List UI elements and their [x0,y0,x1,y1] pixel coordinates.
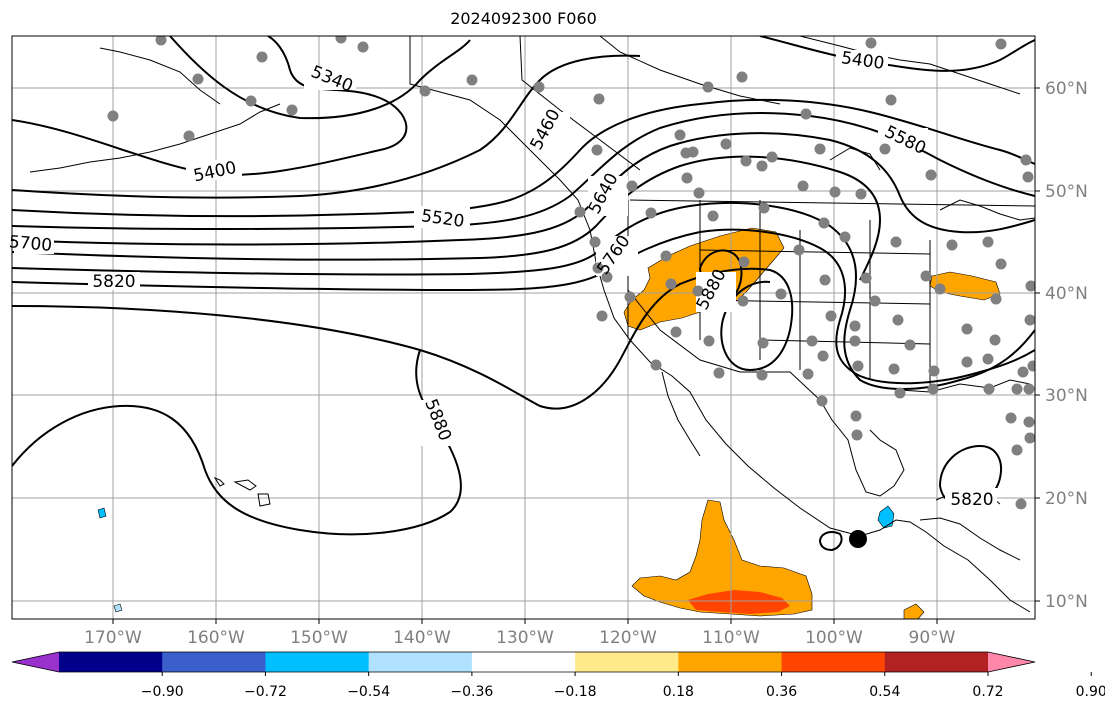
lon-label: 90°W [909,628,956,648]
colorbar-segment [162,652,266,672]
contour-small-loop [818,531,843,552]
colorbar-tick-label: 0.18 [663,684,694,700]
colorbar-segment [59,652,163,672]
axis-ticks [112,87,1040,624]
contour-label-patches [14,50,997,508]
colorbar-outline [11,651,1036,673]
latitude-labels: 60°N 50°N 40°N 30°N 20°N 10°N [1045,79,1088,612]
contour-5640 [12,132,1035,246]
colorbar-tick-label: −0.72 [244,684,287,700]
contour-label-5700: 5700 [8,232,53,256]
lat-label: 10°N [1045,592,1088,612]
contour-label-5820-west: 5820 [92,272,135,292]
lon-label: 120°W [599,628,657,648]
colorbar-tick-label: −0.36 [450,684,493,700]
colorbar-extend-low [12,652,59,672]
blue-region-gulf [877,505,895,529]
colorbar-extend-high [988,652,1035,672]
map-frame [11,35,1036,620]
lat-label: 20°N [1045,489,1088,509]
colorbar-tick-label: 0.54 [869,684,900,700]
lon-label: 110°W [702,628,760,648]
lat-label: 30°N [1045,386,1088,406]
colorbar-segment [575,652,679,672]
blue-region-hawaii-west [97,507,107,519]
colorbar-segment [265,652,370,672]
orange-region-tropical-pacific [631,499,813,617]
lon-label: 130°W [496,628,554,648]
contour-5880-big [12,267,794,410]
longitude-labels: 170°W 160°W 150°W 140°W 130°W 120°W 110°… [84,628,956,648]
colorbar-segment [781,652,886,672]
storm-center-marker [849,530,867,548]
contour-5520 [12,98,1035,218]
contour-5760 [12,201,1035,390]
lat-label: 50°N [1045,182,1088,202]
colorbar-tick-label: −0.90 [141,684,184,700]
contour-5400-east [759,36,1035,72]
contour-5460 [12,54,641,199]
contour-5820 [12,228,1035,385]
contour-5400-west [12,36,408,176]
lon-label: 100°W [805,628,863,648]
station-dots [107,36,1035,510]
lat-label: 40°N [1045,284,1088,304]
lon-label: 140°W [393,628,451,648]
red-region-tropical-pacific [688,590,790,614]
lon-label: 170°W [84,628,142,648]
colorbar-segment [678,652,783,672]
contour-label-5820-gulf: 5820 [950,490,993,510]
map-title: 2024092300 F060 [450,9,597,28]
contour-5340 [169,36,471,120]
map-background [12,36,1035,619]
colorbar: −0.90 −0.72 −0.54 −0.36 −0.18 0.18 0.36 0.54 0.7… [11,651,1105,700]
colorbar-tick-label: 0.90 [1076,684,1105,700]
lightblue-region-small [113,603,123,613]
colorbar-segment [471,652,576,672]
colorbar-tick-label: −0.54 [347,684,390,700]
colorbar-tick-label: −0.18 [554,684,597,700]
contour-5580 [12,111,1035,230]
orange-region-small [903,603,925,619]
lon-label: 150°W [290,628,348,648]
lat-label: 60°N [1045,79,1088,99]
colorbar-tick-label: 0.36 [766,684,797,700]
colorbar-segment [884,652,989,672]
lon-label: 160°W [187,628,245,648]
colorbar-segment [368,652,473,672]
colorbar-tick-label: 0.72 [972,684,1003,700]
